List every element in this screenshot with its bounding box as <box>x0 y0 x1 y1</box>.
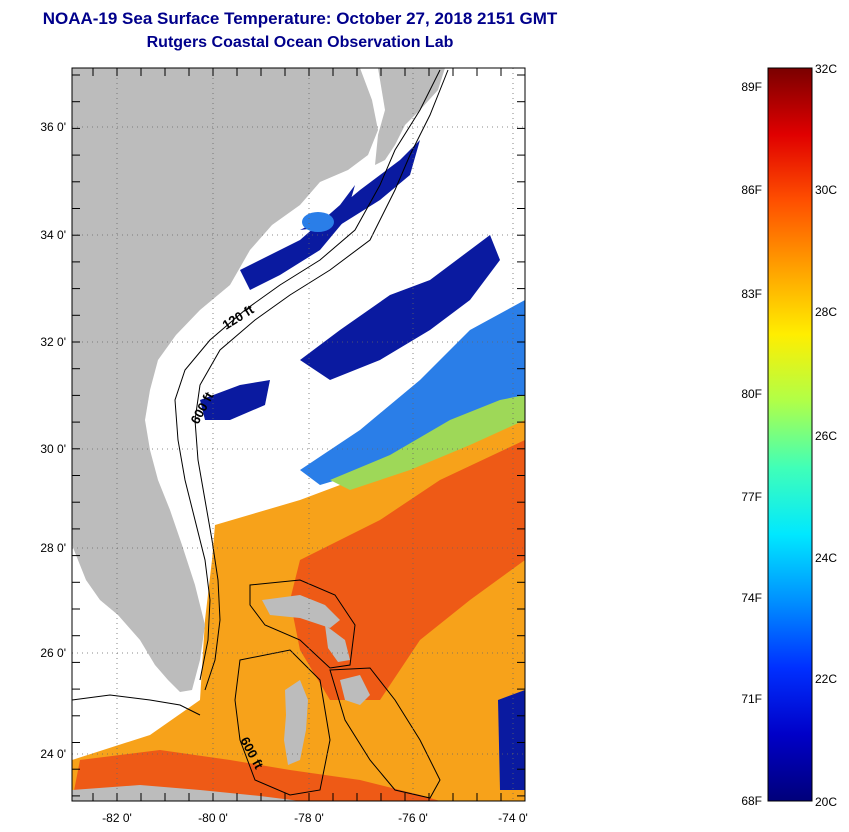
lon-label-80: -80 0' <box>198 811 228 825</box>
lat-label-32: 32 0' <box>40 335 66 349</box>
cold-water-north <box>300 140 420 230</box>
land-bahamas-abaco <box>325 625 350 662</box>
hot-water-region <box>290 440 525 700</box>
lat-label-28: 28 0' <box>40 541 66 555</box>
longitude-ticks <box>92 68 502 801</box>
lat-label-36: 36 0' <box>40 120 66 134</box>
lat-label-26: 26 0' <box>40 646 66 660</box>
cold-water-east <box>498 690 525 790</box>
land-mainland <box>72 68 378 692</box>
colorbar-f-86: 86F <box>741 183 762 197</box>
lat-label-34: 34 0' <box>40 228 66 242</box>
map-title: NOAA-19 Sea Surface Temperature: October… <box>42 9 558 28</box>
colorbar-f-74: 74F <box>741 591 762 605</box>
cold-water-offshore <box>300 235 500 380</box>
map-frame <box>71 67 526 802</box>
contour-bahamas-1 <box>249 579 356 669</box>
colorbar-c-24: 24C <box>815 551 837 565</box>
land-outer-banks <box>375 68 445 165</box>
colorbar-c-28: 28C <box>815 305 837 319</box>
bathymetry-contours <box>72 69 449 799</box>
colorbar-c-30: 30C <box>815 183 837 197</box>
lon-label-78: -78 0' <box>294 811 324 825</box>
contour-bahamas-3 <box>329 667 441 799</box>
colorbar-c-22: 22C <box>815 672 837 686</box>
contour-600ft <box>194 69 449 691</box>
lon-label-76: -76 0' <box>398 811 428 825</box>
map-subtitle: Rutgers Coastal Ocean Observation Lab <box>146 34 454 51</box>
colorbar-f-80: 80F <box>741 387 762 401</box>
colorbar-f-71: 71F <box>741 692 762 706</box>
colorbar-f-83: 83F <box>741 287 762 301</box>
lon-label-82: -82 0' <box>102 811 132 825</box>
land-bahamas-andros <box>284 680 308 765</box>
colorbar <box>768 68 812 801</box>
colorbar-c-26: 26C <box>815 429 837 443</box>
land-bahamas-exuma <box>340 675 370 705</box>
cool-water-region <box>300 300 525 485</box>
contour-bahamas-2 <box>234 649 331 796</box>
land-bahamas-grand <box>262 595 340 628</box>
lon-label-74: -74 0' <box>498 811 528 825</box>
map-panel: 120 ft 600 ft 600 ft <box>72 68 525 801</box>
contour-120ft <box>174 69 441 681</box>
mid-temp-region <box>330 395 525 490</box>
colorbar-f-68: 68F <box>741 794 762 808</box>
cold-water-patch <box>200 380 270 420</box>
cool-water-sound <box>302 212 334 232</box>
cold-water-shelf <box>240 185 355 290</box>
contour-keys <box>72 694 201 716</box>
latitude-ticks <box>72 74 525 797</box>
colorbar-frame <box>767 67 813 802</box>
colorbar-c-32: 32C <box>815 62 837 76</box>
lat-label-24: 24 0' <box>40 747 66 761</box>
lat-label-30: 30 0' <box>40 442 66 456</box>
land-cuba <box>72 785 300 801</box>
colorbar-f-89: 89F <box>741 80 762 94</box>
colorbar-f-77: 77F <box>741 490 762 504</box>
graticule <box>72 68 525 801</box>
colorbar-c-20: 20C <box>815 795 837 809</box>
